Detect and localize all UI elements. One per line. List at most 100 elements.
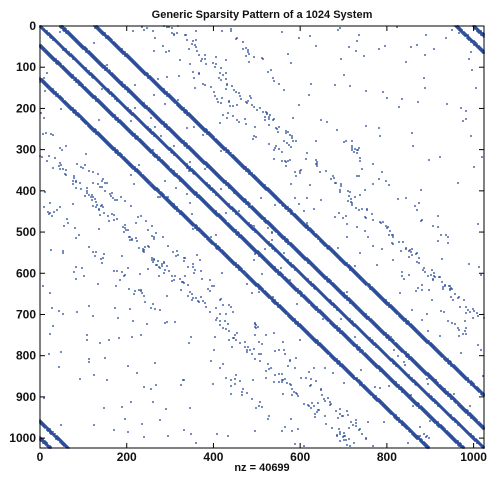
- nonzero-marker: [284, 237, 286, 239]
- nonzero-marker: [178, 138, 180, 140]
- nonzero-marker: [78, 41, 80, 43]
- nonzero-marker: [173, 154, 175, 156]
- nonzero-marker: [223, 201, 225, 203]
- nonzero-marker: [389, 339, 391, 341]
- nonzero-marker: [220, 179, 222, 181]
- nonzero-marker: [219, 216, 221, 218]
- nonzero-marker: [456, 440, 458, 442]
- nonzero-marker: [290, 262, 292, 264]
- nonzero-marker: [137, 67, 139, 69]
- nonzero-marker: [324, 297, 326, 299]
- nonzero-marker: [410, 396, 412, 398]
- nonzero-marker: [267, 223, 269, 225]
- nonzero-marker: [188, 168, 190, 170]
- nonzero-marker: [118, 47, 120, 49]
- nonzero-marker: [445, 411, 447, 413]
- nonzero-marker: [330, 282, 332, 284]
- nonzero-marker: [334, 287, 336, 289]
- nonzero-marker: [264, 217, 266, 219]
- nonzero-marker: [128, 109, 130, 111]
- nonzero-marker: [226, 222, 228, 224]
- nonzero-marker: [297, 250, 299, 252]
- nonzero-marker: [160, 159, 162, 161]
- nonzero-marker: [51, 55, 53, 57]
- nonzero-marker: [292, 285, 294, 287]
- nonzero-marker: [418, 407, 420, 409]
- nonzero-marker: [114, 117, 116, 119]
- nonzero-marker: [349, 321, 351, 323]
- nonzero-marker: [381, 351, 383, 353]
- nonzero-marker: [123, 125, 125, 127]
- nonzero-marker: [304, 259, 306, 261]
- nonzero-marker: [322, 295, 324, 297]
- nonzero-marker: [153, 113, 155, 115]
- nonzero-marker: [179, 179, 181, 181]
- nonzero-marker: [205, 183, 207, 185]
- nonzero-marker: [163, 164, 165, 166]
- nonzero-marker: [107, 88, 109, 90]
- nonzero-marker: [162, 88, 164, 90]
- nonzero-marker: [118, 121, 120, 123]
- nonzero-marker: [162, 160, 164, 162]
- nonzero-marker: [427, 372, 429, 374]
- nonzero-marker: [396, 386, 398, 388]
- nonzero-marker: [49, 53, 51, 55]
- nonzero-marker: [426, 374, 428, 376]
- nonzero-marker: [241, 236, 243, 238]
- nonzero-marker: [145, 107, 147, 109]
- nonzero-marker: [451, 437, 453, 439]
- nonzero-marker: [397, 364, 399, 366]
- nonzero-marker: [394, 342, 396, 344]
- nonzero-marker: [179, 140, 181, 142]
- nonzero-marker: [291, 264, 293, 266]
- nonzero-marker: [456, 422, 458, 424]
- nonzero-marker: [465, 412, 467, 414]
- nonzero-marker: [309, 262, 311, 264]
- nonzero-marker: [107, 36, 109, 38]
- nonzero-marker: [169, 127, 171, 129]
- nonzero-marker: [457, 441, 459, 443]
- nonzero-marker: [365, 334, 367, 336]
- nonzero-marker: [151, 112, 153, 114]
- nonzero-marker: [342, 294, 344, 296]
- nonzero-marker: [105, 67, 107, 69]
- nonzero-marker: [236, 212, 238, 214]
- nonzero-marker: [174, 135, 176, 137]
- nonzero-marker: [447, 414, 449, 416]
- nonzero-marker: [94, 59, 96, 61]
- nonzero-marker: [323, 295, 325, 297]
- nonzero-marker: [138, 118, 140, 120]
- nonzero-marker: [157, 116, 159, 118]
- nonzero-marker: [109, 40, 111, 42]
- nonzero-marker: [281, 234, 283, 236]
- nonzero-marker: [242, 238, 244, 240]
- nonzero-marker: [467, 412, 469, 414]
- nonzero-marker: [398, 365, 400, 367]
- nonzero-marker: [449, 416, 451, 418]
- nonzero-marker: [360, 312, 362, 314]
- nonzero-marker: [351, 322, 353, 324]
- nonzero-marker: [400, 369, 402, 371]
- nonzero-marker: [185, 165, 187, 167]
- nonzero-marker: [206, 184, 208, 186]
- nonzero-marker: [167, 128, 169, 130]
- nonzero-marker: [416, 363, 418, 365]
- nonzero-marker: [340, 290, 342, 292]
- nonzero-marker: [149, 111, 151, 113]
- nonzero-marker: [337, 287, 339, 289]
- nonzero-marker: [213, 211, 215, 213]
- nonzero-marker: [401, 388, 403, 390]
- nonzero-marker: [260, 253, 262, 255]
- nonzero-marker: [363, 332, 365, 334]
- nonzero-marker: [465, 431, 467, 433]
- nonzero-marker: [238, 193, 240, 195]
- nonzero-marker: [445, 412, 447, 414]
- nonzero-marker: [277, 269, 279, 271]
- nonzero-marker: [319, 290, 321, 292]
- nonzero-marker: [421, 369, 423, 371]
- nonzero-marker: [374, 324, 376, 326]
- nonzero-marker: [265, 258, 267, 260]
- nonzero-marker: [252, 249, 254, 251]
- nonzero-marker: [173, 170, 175, 172]
- nonzero-marker: [116, 98, 118, 100]
